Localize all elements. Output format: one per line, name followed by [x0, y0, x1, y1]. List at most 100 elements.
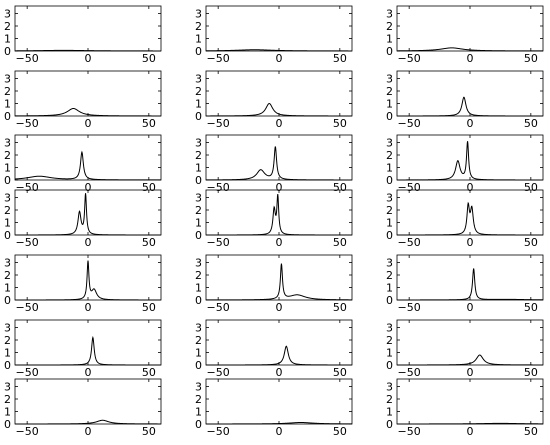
y-tick-label: 0 [195, 294, 202, 307]
y-tick-label: 1 [386, 217, 393, 230]
x-tick-label: 0 [467, 366, 474, 379]
x-tick-label: 50 [333, 425, 347, 438]
y-tick-label: 3 [4, 73, 11, 86]
y-tick-label: 0 [4, 294, 11, 307]
x-tick-label: 0 [276, 52, 283, 65]
x-tick-label: 0 [276, 425, 283, 438]
x-tick-label: 50 [142, 52, 156, 65]
y-tick-label: 1 [195, 282, 202, 295]
y-tick-label: 2 [386, 149, 393, 162]
y-tick-label: 2 [4, 85, 11, 98]
y-tick-label: 0 [4, 174, 11, 187]
y-tick-label: 2 [4, 204, 11, 217]
y-tick-label: 1 [386, 162, 393, 175]
x-tick-label: 50 [333, 301, 347, 314]
x-tick-label: 50 [524, 425, 538, 438]
y-tick-label: 2 [195, 334, 202, 347]
x-tick-label: −50 [16, 52, 39, 65]
y-tick-label: 2 [386, 20, 393, 33]
x-tick-label: −50 [398, 181, 421, 194]
y-tick-label: 0 [195, 174, 202, 187]
x-tick-label: 50 [142, 236, 156, 249]
y-tick-label: 0 [4, 45, 11, 58]
y-tick-label: 1 [386, 406, 393, 419]
y-tick-label: 3 [195, 257, 202, 270]
x-tick-label: 50 [524, 366, 538, 379]
y-tick-label: 2 [195, 393, 202, 406]
series-line [15, 335, 161, 366]
x-tick-label: 50 [524, 117, 538, 130]
y-tick-label: 1 [195, 347, 202, 360]
y-tick-label: 1 [386, 33, 393, 46]
y-tick-label: 2 [195, 269, 202, 282]
series-line [206, 193, 352, 236]
y-tick-label: 3 [386, 322, 393, 335]
x-tick-label: −50 [16, 301, 39, 314]
series-line [397, 96, 543, 117]
x-tick-label: 50 [142, 425, 156, 438]
y-tick-label: 0 [386, 45, 393, 58]
panel-frame [205, 5, 353, 52]
y-tick-label: 1 [195, 217, 202, 230]
x-tick-label: −50 [398, 366, 421, 379]
y-tick-label: 3 [386, 8, 393, 21]
series-line [15, 193, 161, 236]
x-tick-label: −50 [16, 117, 39, 130]
series-line [206, 422, 352, 425]
panel-frame [205, 70, 353, 117]
y-tick-label: 0 [386, 174, 393, 187]
x-tick-label: 0 [276, 181, 283, 194]
y-tick-label: 2 [4, 20, 11, 33]
panel-frame [396, 70, 544, 117]
series-line [15, 260, 161, 301]
y-tick-label: 2 [195, 20, 202, 33]
x-tick-label: 0 [85, 425, 92, 438]
x-tick-label: −50 [398, 425, 421, 438]
x-tick-label: −50 [207, 366, 230, 379]
x-tick-label: 50 [142, 181, 156, 194]
series-line [15, 49, 161, 52]
x-tick-label: 50 [142, 366, 156, 379]
y-tick-label: 3 [4, 257, 11, 270]
y-tick-label: 2 [195, 85, 202, 98]
x-tick-label: 50 [524, 52, 538, 65]
y-tick-label: 3 [4, 8, 11, 21]
x-tick-label: 0 [467, 301, 474, 314]
x-tick-label: 50 [142, 301, 156, 314]
series-line [14, 150, 161, 181]
x-tick-label: 0 [467, 52, 474, 65]
y-tick-label: 1 [195, 98, 202, 111]
x-tick-label: 50 [333, 52, 347, 65]
panel-frame [396, 254, 544, 301]
y-tick-label: 1 [4, 406, 11, 419]
series-line [397, 268, 544, 301]
y-tick-label: 1 [4, 347, 11, 360]
x-tick-label: −50 [16, 425, 39, 438]
series-line [206, 49, 352, 52]
x-tick-label: −50 [207, 52, 230, 65]
y-tick-label: 3 [386, 192, 393, 205]
y-tick-label: 0 [195, 110, 202, 123]
panel-frame [205, 134, 353, 181]
y-tick-label: 1 [195, 33, 202, 46]
x-tick-label: −50 [16, 236, 39, 249]
y-tick-label: 3 [4, 192, 11, 205]
series-line [397, 47, 543, 52]
x-tick-label: 0 [467, 425, 474, 438]
y-tick-label: 3 [195, 8, 202, 21]
